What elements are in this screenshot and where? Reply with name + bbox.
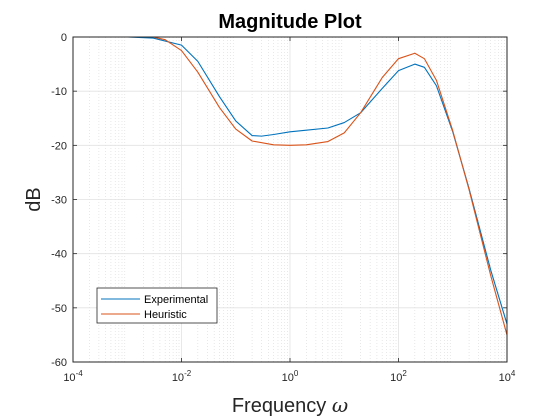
y-tick-label: -10 [51,86,67,98]
y-tick-label: -40 [51,249,67,261]
x-axis-label-symbol: ω [332,393,348,417]
x-tick-label: 10-2 [172,369,192,384]
series-line-experimental [73,36,508,325]
y-tick-label: -20 [51,140,67,152]
x-tick-label: 104 [499,369,516,384]
x-tick-label: 10-4 [63,369,83,384]
legend-label-experimental: Experimental [144,294,208,306]
x-tick-label: 100 [282,369,299,384]
legend-box [96,287,218,324]
legend-label-heuristic: Heuristic [144,309,187,321]
y-tick-labels: 0 -10 -20 -30 -40 -50 -60 [51,32,67,369]
x-axis-label: Frequency ω [232,393,348,417]
y-tick-label: -60 [51,357,67,369]
x-tick-labels: 10-4 10-2 100 102 104 [63,369,516,384]
x-axis-label-text: Frequency [232,395,327,417]
series-line-heuristic [73,36,508,336]
y-axis-label: dB [23,187,45,211]
y-tick-label: -50 [51,303,67,315]
y-tick-label: -30 [51,195,67,207]
x-tick-label: 102 [390,369,407,384]
series-layer [73,36,508,336]
tick-marks [72,36,508,363]
y-tick-label: 0 [61,32,67,44]
chart-title: Magnitude Plot [218,11,362,33]
legend: Experimental Heuristic [96,287,218,324]
